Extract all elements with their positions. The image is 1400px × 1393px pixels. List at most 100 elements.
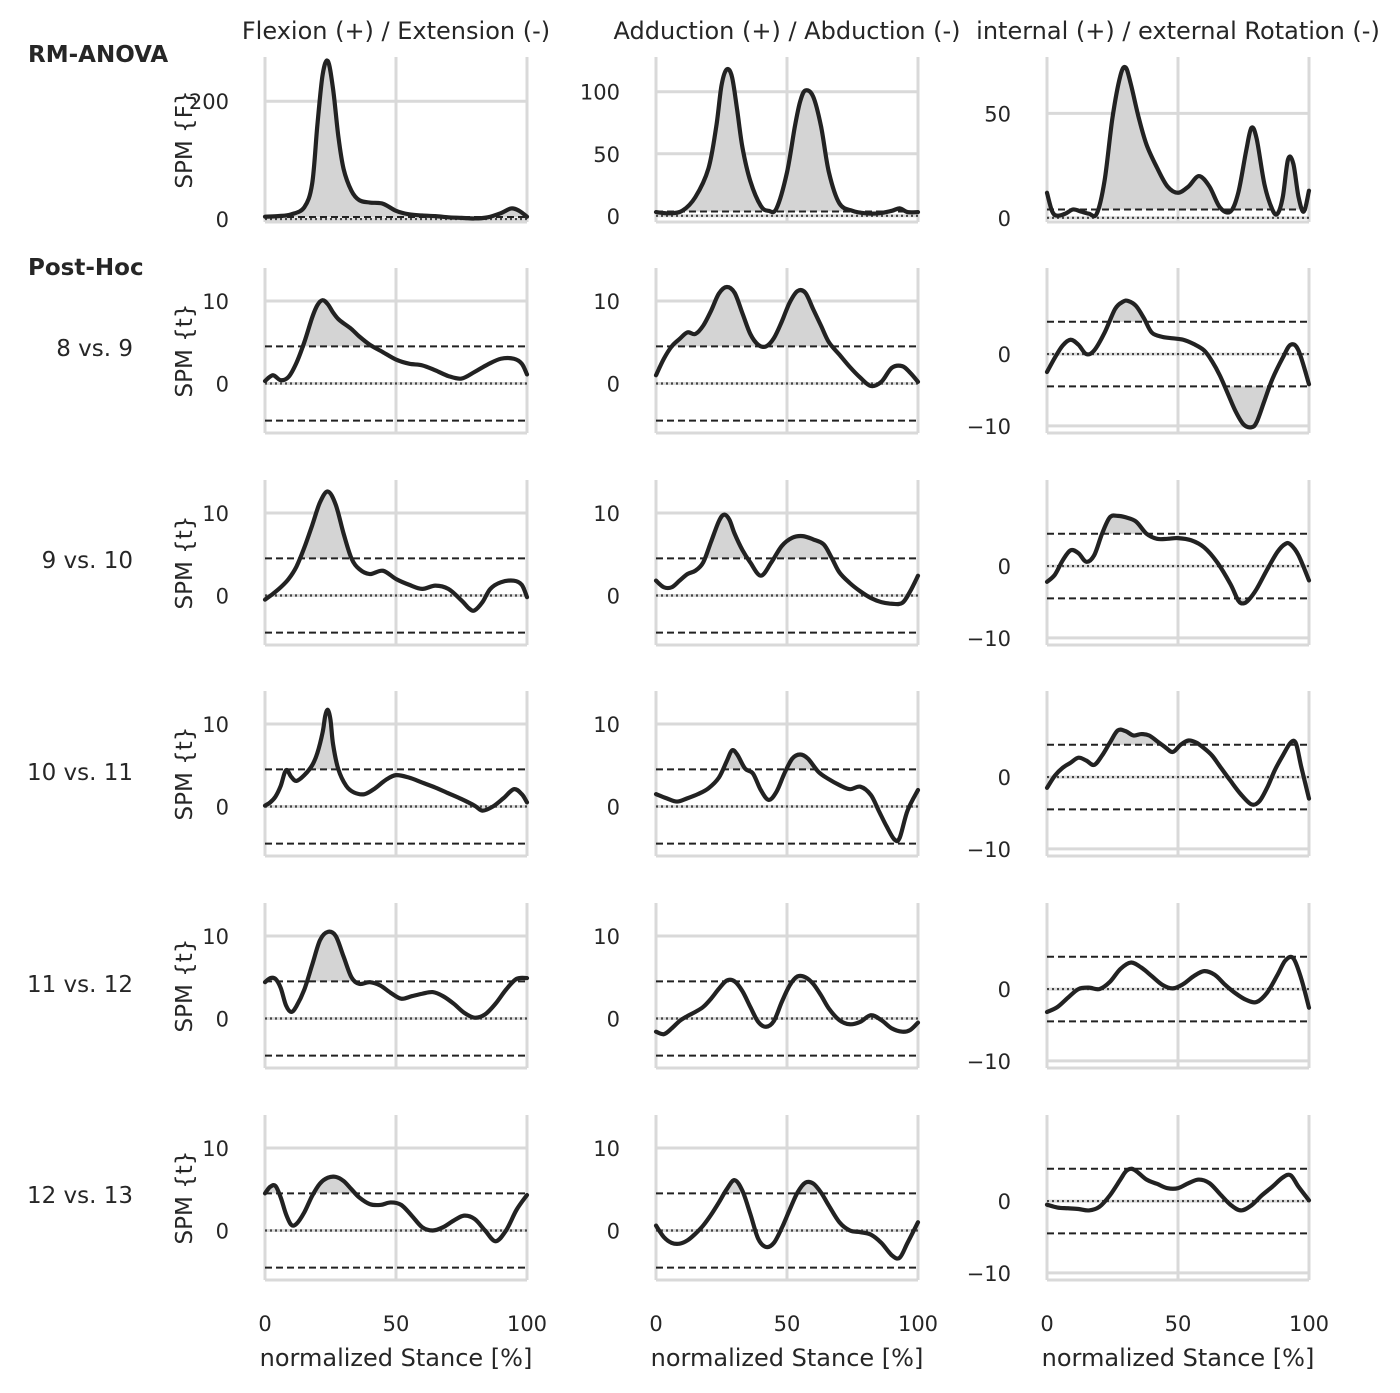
suprathreshold-fill (265, 1176, 527, 1194)
suprathreshold-fill (656, 287, 918, 347)
y-tick-label: −10 (967, 415, 1011, 439)
x-axis-label-col3: normalized Stance [%] (1042, 1344, 1315, 1372)
y-tick-label: 10 (202, 925, 229, 949)
suprathreshold-fill (265, 62, 527, 217)
y-tick-label: 0 (998, 343, 1011, 367)
y-tick-label: −10 (967, 1262, 1011, 1286)
panel-r3c2: −10 0 (967, 691, 1312, 862)
spm-curve (653, 66, 921, 216)
y-tick-label: 10 (593, 713, 620, 737)
y-axis-label: SPM {t} (172, 304, 198, 398)
y-tick-label: 0 (607, 373, 620, 397)
y-tick-label: 10 (593, 925, 620, 949)
spm-curve (1044, 1166, 1312, 1213)
spm-curve (653, 512, 921, 607)
panel-r4c2: −10 0 (967, 903, 1312, 1074)
x-tick-label: 50 (774, 1312, 801, 1336)
row-label-9-vs-10: 9 vs. 10 (42, 548, 133, 574)
panel-r5c2: −10 0 0 50 100 (967, 1115, 1329, 1336)
suprathreshold-fill (656, 70, 918, 212)
x-tick-label: 0 (1040, 1312, 1053, 1336)
spm-curve (262, 1174, 530, 1244)
y-tick-label: 0 (998, 555, 1011, 579)
row-label-10-vs-11: 10 vs. 11 (27, 760, 133, 786)
y-tick-label: 0 (607, 796, 620, 820)
x-tick-label: 100 (1289, 1312, 1329, 1336)
y-tick-label: 10 (202, 502, 229, 526)
row-labels: RM-ANOVA Post-Hoc 8 vs. 9 9 vs. 10 10 vs… (27, 42, 168, 1209)
y-tick-label: 0 (216, 796, 229, 820)
panel-r1c1: 0 10 (593, 268, 921, 435)
panel-r3c1: 0 10 (593, 691, 921, 858)
y-tick-label: 50 (984, 102, 1011, 126)
y-tick-label: −10 (967, 1050, 1011, 1074)
y-axis-label: SPM {t} (172, 939, 198, 1033)
column-title-rotation: internal (+) / external Rotation (-) (976, 17, 1380, 45)
x-tick-label: 100 (898, 1312, 938, 1336)
section-label-anova: RM-ANOVA (28, 42, 168, 68)
spm-curve (262, 58, 530, 221)
y-tick-label: −10 (967, 838, 1011, 862)
y-tick-label: 50 (593, 143, 620, 167)
y-tick-label: 10 (202, 290, 229, 314)
y-tick-label: 0 (998, 978, 1011, 1002)
panel-r2c2: −10 0 (967, 480, 1312, 651)
spm-curve (653, 973, 921, 1037)
x-tick-label: 0 (649, 1312, 662, 1336)
spm-curve (262, 929, 530, 1020)
spm-curve (1044, 727, 1312, 807)
y-tick-label: 10 (593, 1137, 620, 1161)
spm-curve (262, 707, 530, 813)
y-tick-label: 0 (216, 1008, 229, 1032)
y-tick-label: 0 (607, 585, 620, 609)
section-label-posthoc: Post-Hoc (28, 255, 144, 281)
y-tick-label: 0 (216, 373, 229, 397)
panel-r4c1: 0 10 (593, 903, 921, 1070)
y-tick-label: 100 (580, 81, 620, 105)
y-tick-label: 0 (607, 1008, 620, 1032)
row-label-8-vs-9: 8 vs. 9 (56, 336, 133, 362)
y-tick-label: 0 (216, 208, 229, 232)
panel-r1c2: −10 0 (967, 268, 1312, 439)
suprathreshold-fill (265, 491, 527, 559)
y-axis-label: SPM {t} (172, 516, 198, 610)
y-tick-label: 10 (202, 713, 229, 737)
y-axis-label: SPM {F} (172, 90, 198, 188)
x-axis-label-col2: normalized Stance [%] (651, 1344, 924, 1372)
spm-curve (262, 489, 530, 613)
column-titles: Flexion (+) / Extension (-) Adduction (+… (242, 17, 1380, 45)
suprathreshold-fill (1047, 515, 1309, 534)
spm-curve (653, 284, 921, 389)
y-tick-label: 0 (607, 205, 620, 229)
panel-r0c2: 0 50 (984, 57, 1312, 231)
panel-r0c1: 0 50 100 (580, 57, 921, 229)
x-tick-label: 50 (383, 1312, 410, 1336)
y-tick-label: 0 (216, 1220, 229, 1244)
column-title-flexion: Flexion (+) / Extension (-) (242, 17, 550, 45)
spm-curve (653, 1178, 921, 1261)
spm-curve (1044, 954, 1312, 1015)
y-tick-label: 0 (998, 766, 1011, 790)
row-label-11-vs-12: 11 vs. 12 (27, 972, 133, 998)
y-tick-label: −10 (967, 627, 1011, 651)
y-tick-label: 0 (216, 585, 229, 609)
y-tick-label: 0 (998, 1190, 1011, 1214)
y-axis-label: SPM {t} (172, 1151, 198, 1245)
y-tick-label: 0 (998, 207, 1011, 231)
suprathreshold-fill (656, 514, 918, 559)
x-tick-label: 50 (1165, 1312, 1192, 1336)
spm-curve (1044, 298, 1312, 430)
spm-curve (262, 298, 530, 384)
panel-r2c1: 0 10 (593, 480, 921, 647)
subthreshold-fill (1047, 386, 1309, 427)
spm-curve (1044, 64, 1312, 219)
y-axis-label: SPM {t} (172, 727, 198, 821)
x-axis-label-col1: normalized Stance [%] (260, 1344, 533, 1372)
